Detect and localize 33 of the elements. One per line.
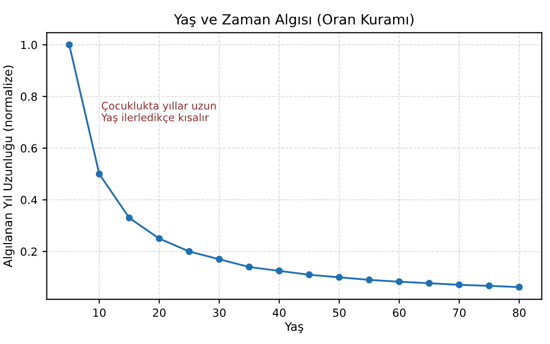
x-tick-label: 10 xyxy=(93,308,106,317)
x-tick-label: 50 xyxy=(333,308,346,317)
point xyxy=(96,170,103,178)
point xyxy=(426,280,433,287)
point xyxy=(336,274,343,281)
y-axis-title: Algılanan Yıl Uzunluğu (normalize) xyxy=(2,66,14,268)
point xyxy=(306,271,313,278)
point xyxy=(456,281,463,288)
y-tick-label: 0.6 xyxy=(20,144,38,153)
point xyxy=(516,284,523,291)
annotation: Çocuklukta yıllar uzun Yaş ilerledikçe kısalır xyxy=(101,102,216,124)
point xyxy=(216,256,223,263)
point xyxy=(126,214,133,222)
x-tick-label: 70 xyxy=(453,308,466,317)
point xyxy=(186,248,193,255)
x-tick-label: 40 xyxy=(272,308,286,317)
x-tick-label: 20 xyxy=(152,308,166,317)
y-tick-label: 0.4 xyxy=(20,196,38,204)
y-tick-label: 0.2 xyxy=(20,247,37,256)
point xyxy=(66,41,73,48)
point xyxy=(366,276,373,284)
x-tick-label: 30 xyxy=(213,308,226,317)
x-tick-label: 60 xyxy=(392,308,406,317)
x-tick-label: 80 xyxy=(512,308,526,317)
x-axis-title: Yaş xyxy=(284,322,304,334)
point xyxy=(156,235,163,242)
point xyxy=(276,267,283,274)
y-tick-label: 0.8 xyxy=(20,92,37,101)
chart-title: Yaş ve Zaman Algısı (Oran Kuramı) xyxy=(174,14,414,28)
point xyxy=(246,264,253,270)
y-tick-label: 1.0 xyxy=(21,40,37,50)
point xyxy=(396,278,403,286)
point xyxy=(486,282,493,290)
